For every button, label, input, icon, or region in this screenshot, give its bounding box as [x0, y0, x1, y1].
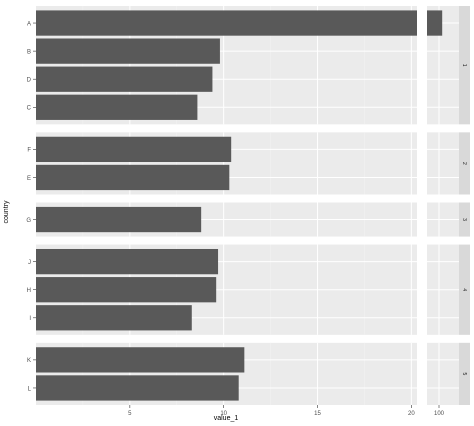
category-label-C: C	[27, 106, 32, 112]
x-tick-label: 100	[434, 411, 445, 417]
facet-strip-label: 4	[461, 288, 467, 291]
x-axis: 5 10 15 20 100	[128, 405, 445, 417]
facet-strip-label: 1	[461, 64, 467, 67]
facet-panel-5: K L 5	[27, 342, 470, 405]
bar-B	[36, 38, 220, 64]
facet-strip	[459, 202, 470, 237]
bar-I	[36, 305, 192, 331]
x-tick-label: 5	[128, 411, 132, 417]
x-tick-label: 10	[220, 411, 227, 417]
facet-strip	[459, 342, 470, 405]
x-axis-title: value_1	[214, 415, 239, 422]
category-label-H: H	[27, 288, 31, 294]
facet-strip-label: 5	[461, 373, 467, 376]
facet-strip	[459, 132, 470, 195]
bar-A	[36, 10, 417, 36]
category-label-D: D	[27, 78, 32, 84]
bar-G	[36, 206, 202, 233]
category-label-G: G	[26, 218, 31, 224]
break-panel-background	[427, 132, 459, 195]
facet-panel-2: F E 2	[27, 132, 470, 195]
facet-strip	[459, 6, 470, 125]
category-label-K: K	[27, 358, 31, 364]
bar-L	[36, 375, 239, 401]
bar-H	[36, 277, 217, 303]
category-label-J: J	[28, 260, 31, 266]
category-label-F: F	[27, 148, 31, 154]
bar-C	[36, 94, 198, 120]
category-label-E: E	[27, 176, 31, 182]
category-label-L: L	[28, 386, 32, 392]
bar-J	[36, 248, 219, 275]
facet-panel-1: A B D C 1	[27, 6, 470, 125]
y-axis-title: country	[3, 200, 10, 223]
x-tick-label: 15	[314, 411, 321, 417]
break-panel-background	[427, 342, 459, 405]
bar-K	[36, 347, 245, 373]
category-label-A: A	[27, 21, 31, 27]
facet-panel-4: J H I 4	[27, 244, 470, 335]
facet-strip-label: 2	[461, 162, 467, 165]
bar-E	[36, 164, 230, 191]
category-label-I: I	[29, 316, 31, 322]
bar-A-break	[427, 10, 443, 36]
category-label-B: B	[27, 49, 31, 55]
bar-D	[36, 66, 213, 92]
bar-F	[36, 136, 232, 163]
facet-strip	[459, 244, 470, 335]
x-tick-label: 20	[408, 411, 415, 417]
facet-strip-label: 3	[461, 218, 467, 221]
